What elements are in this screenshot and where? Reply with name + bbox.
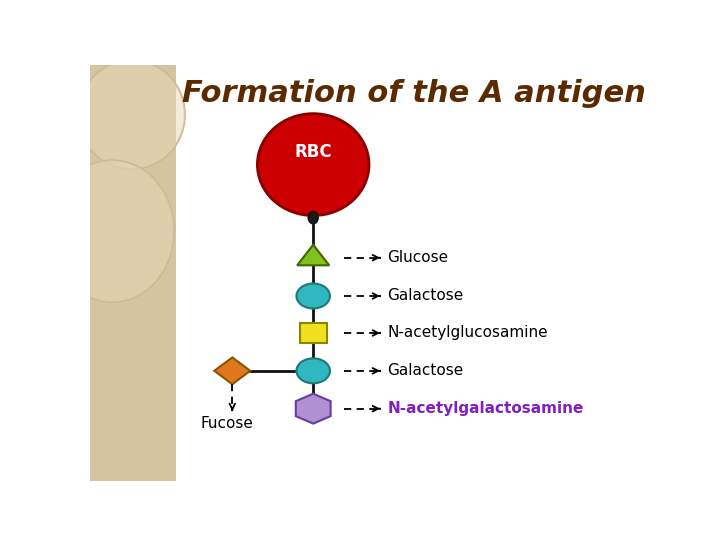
Text: N-acetylglucosamine: N-acetylglucosamine	[387, 326, 548, 341]
Ellipse shape	[308, 211, 318, 224]
Text: Galactose: Galactose	[387, 363, 464, 379]
Polygon shape	[297, 245, 329, 265]
Text: N-acetylgalactosamine: N-acetylgalactosamine	[387, 401, 584, 416]
Circle shape	[297, 359, 330, 383]
Polygon shape	[296, 394, 330, 424]
Ellipse shape	[258, 113, 369, 215]
Text: Galactose: Galactose	[387, 288, 464, 303]
Polygon shape	[215, 357, 251, 384]
Text: Glucose: Glucose	[387, 250, 449, 265]
Circle shape	[297, 284, 330, 308]
Text: Formation of the A antigen: Formation of the A antigen	[182, 79, 646, 109]
Bar	[300, 323, 327, 343]
Bar	[90, 65, 176, 481]
Ellipse shape	[79, 60, 185, 168]
Ellipse shape	[51, 160, 174, 302]
Text: RBC: RBC	[294, 143, 332, 161]
Text: Fucose: Fucose	[200, 416, 253, 431]
